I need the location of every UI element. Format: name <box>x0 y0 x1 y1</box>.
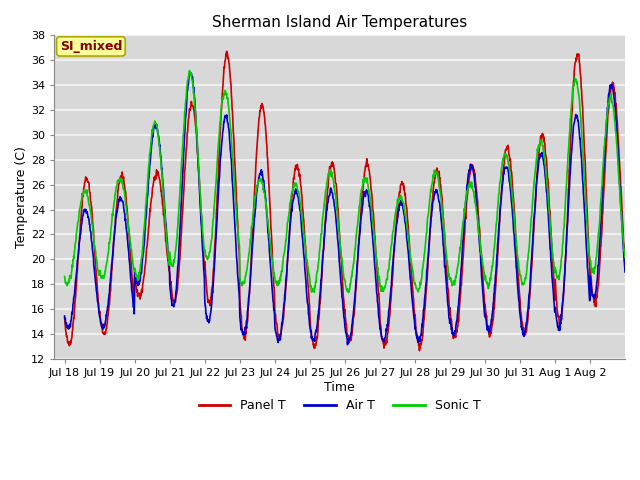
Panel T <box>61 315 68 321</box>
Y-axis label: Temperature (C): Temperature (C) <box>15 146 28 248</box>
Sonic T <box>345 289 353 295</box>
Air T <box>320 242 328 248</box>
Legend: Panel T, Air T, Sonic T: Panel T, Air T, Sonic T <box>194 395 485 418</box>
Sonic T <box>330 183 338 189</box>
Sonic T <box>560 227 568 232</box>
Air T <box>560 288 568 294</box>
Air T <box>330 204 338 209</box>
Text: SI_mixed: SI_mixed <box>60 40 122 53</box>
Line: Air T: Air T <box>65 72 625 345</box>
Air T <box>477 272 485 278</box>
X-axis label: Time: Time <box>324 381 355 394</box>
Line: Sonic T: Sonic T <box>65 71 625 292</box>
Air T <box>614 157 622 163</box>
Sonic T <box>614 169 622 175</box>
Sonic T <box>186 68 193 73</box>
Air T <box>148 135 156 141</box>
Sonic T <box>148 127 156 132</box>
Air T <box>344 342 351 348</box>
Panel T <box>148 190 156 196</box>
Sonic T <box>477 253 485 259</box>
Air T <box>621 269 629 275</box>
Sonic T <box>621 254 629 260</box>
Panel T <box>477 256 485 262</box>
Panel T <box>614 142 622 147</box>
Air T <box>187 70 195 75</box>
Air T <box>61 313 68 319</box>
Panel T <box>320 246 328 252</box>
Panel T <box>415 348 423 354</box>
Panel T <box>330 168 338 174</box>
Sonic T <box>320 206 328 212</box>
Title: Sherman Island Air Temperatures: Sherman Island Air Temperatures <box>212 15 467 30</box>
Line: Panel T: Panel T <box>65 51 625 351</box>
Panel T <box>621 258 629 264</box>
Panel T <box>223 48 230 54</box>
Panel T <box>560 290 568 296</box>
Sonic T <box>61 274 68 279</box>
